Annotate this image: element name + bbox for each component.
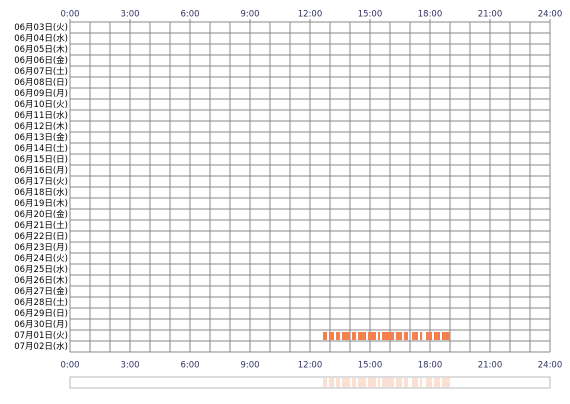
activity-segment [323,332,327,340]
row-label: 06月09日(月) [14,89,68,99]
summary-segment [323,378,327,387]
row-label: 06月22日(日) [14,232,68,242]
summary-segment [342,378,350,387]
row-label: 06月08日(日) [14,78,68,88]
row-label: 06月28日(土) [14,297,68,308]
x-tick-label: 15:00 [358,10,383,20]
row-label: 06月23日(月) [14,243,68,253]
x-tick-label: 0:00 [60,10,79,20]
x-tick-label: 6:00 [180,10,199,20]
activity-segment [358,332,366,340]
x-tick-label: 3:00 [120,361,139,371]
x-tick-label: 3:00 [120,10,139,20]
row-label: 06月26日(木) [14,275,68,286]
activity-segment [368,332,376,340]
x-tick-label: 15:00 [358,361,383,371]
row-label: 07月01日(火) [14,331,68,341]
row-label: 07月02日(水) [14,341,68,352]
row-label: 06月29日(日) [14,309,68,319]
x-tick-label: 9:00 [240,10,259,20]
row-label: 06月13日(金) [14,132,68,143]
summary-frame [69,376,551,389]
row-label: 06月19日(木) [14,198,68,209]
summary-segment [352,378,356,387]
activity-segment [420,332,422,340]
row-label: 06月14日(土) [14,143,68,154]
row-label: 06月05日(木) [14,44,68,55]
x-tick-label: 24:00 [538,10,563,20]
row-label: 06月20日(金) [14,209,68,220]
summary-segment [382,378,394,387]
row-label: 06月18日(水) [14,187,68,198]
x-tick-label: 0:00 [60,361,79,371]
activity-segment [329,332,334,340]
row-label: 06月07日(土) [14,66,68,77]
activity-segment [336,332,340,340]
x-tick-label: 21:00 [478,361,503,371]
activity-segment [352,332,356,340]
row-label: 06月17日(火) [14,177,68,187]
summary-segment [404,378,408,387]
activity-segment [396,332,402,340]
row-label: 06月12日(木) [14,121,68,132]
x-tick-label: 12:00 [298,361,323,371]
row-label: 06月10日(火) [14,100,68,110]
activity-segment [442,332,450,340]
activity-segment [434,332,440,340]
summary-segment [442,378,450,387]
row-label: 06月21日(土) [14,220,68,231]
activity-segment [404,332,408,340]
x-tick-label: 9:00 [240,361,259,371]
x-tick-label: 18:00 [418,10,443,20]
x-tick-label: 21:00 [478,10,503,20]
summary-segment [368,378,376,387]
row-label: 06月16日(月) [14,166,68,176]
activity-segment [382,332,394,340]
summary-segment [420,378,422,387]
x-tick-label: 18:00 [418,361,443,371]
summary-segment [329,378,334,387]
row-label: 06月11日(水) [14,110,68,121]
summary-segment [358,378,366,387]
x-tick-label: 12:00 [298,10,323,20]
x-tick-label: 24:00 [538,361,563,371]
summary-segment [412,378,418,387]
activity-segment [426,332,432,340]
activity-segment [342,332,350,340]
row-label: 06月30日(月) [14,320,68,330]
row-label: 06月25日(水) [14,264,68,275]
row-label: 06月03日(火) [14,23,68,33]
summary-segment [396,378,402,387]
row-label: 06月27日(金) [14,286,68,297]
summary-segment [378,378,380,387]
row-label: 06月15日(日) [14,155,68,165]
activity-segment [412,332,418,340]
summary-segment [434,378,440,387]
row-label: 06月24日(火) [14,254,68,264]
row-label: 06月04日(水) [14,33,68,44]
summary-segment [336,378,340,387]
summary-segment [426,378,432,387]
row-label: 06月06日(金) [14,55,68,66]
activity-segment [378,332,380,340]
x-tick-label: 6:00 [180,361,199,371]
